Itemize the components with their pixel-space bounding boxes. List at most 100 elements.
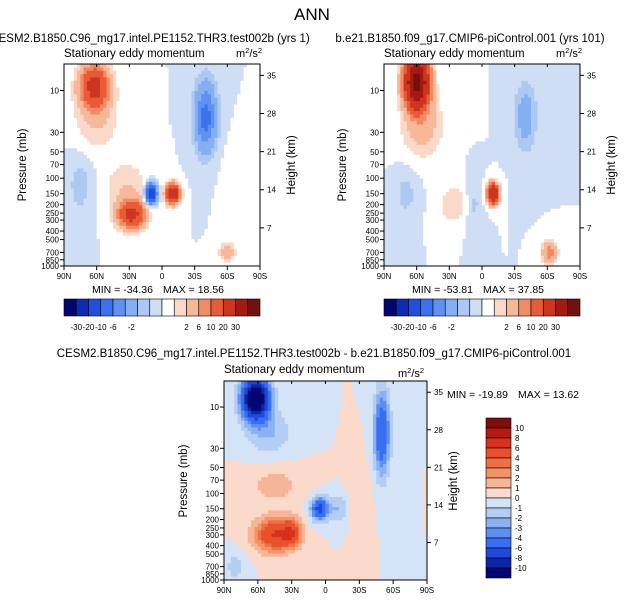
contour-cell xyxy=(126,212,130,216)
contour-cell xyxy=(250,215,254,220)
contour-cell xyxy=(250,138,254,142)
contour-cell xyxy=(511,64,516,68)
contour-cell xyxy=(495,64,499,68)
contour-cell xyxy=(73,80,78,85)
y-tick-label: 150 xyxy=(46,190,60,199)
contour-cell xyxy=(64,148,68,152)
contour-cell xyxy=(256,185,260,189)
contour-cell xyxy=(220,171,225,176)
contour-cell xyxy=(158,249,163,253)
panel-model: CESM2.B1850.C96_mg17.intel.PE1152.THR3.t… xyxy=(0,33,310,332)
contour-cell xyxy=(165,181,169,186)
contour-cell xyxy=(103,117,107,122)
contour-cell xyxy=(547,111,551,115)
contour-cell xyxy=(514,117,519,122)
contour-cell xyxy=(517,117,522,122)
contour-cell xyxy=(93,87,98,92)
contour-cell xyxy=(214,212,218,216)
contour-cell xyxy=(70,158,75,163)
contour-cell xyxy=(250,151,254,156)
contour-cell xyxy=(201,242,205,247)
contour-cell xyxy=(384,74,388,78)
contour-cell xyxy=(86,178,91,183)
panel-control-contour-field xyxy=(384,64,580,266)
contour-cell xyxy=(168,255,173,260)
contour-cell xyxy=(90,175,94,179)
contour-cell xyxy=(246,121,251,125)
contour-cell xyxy=(423,111,427,115)
contour-cell xyxy=(387,124,391,129)
contour-cell xyxy=(482,87,486,92)
contour-cell xyxy=(256,205,260,210)
contour-cell xyxy=(73,64,78,68)
contour-cell xyxy=(214,138,218,142)
contour-cell xyxy=(449,101,453,105)
contour-cell xyxy=(406,74,411,78)
contour-cell xyxy=(132,151,137,156)
contour-cell xyxy=(178,171,182,176)
height-tick-label: 28 xyxy=(267,109,276,118)
contour-cell xyxy=(67,124,71,129)
contour-cell xyxy=(168,215,173,220)
contour-cell xyxy=(90,104,94,109)
panel-model-colorbar: -30 -20 -10 -6 -2 2 6 10 20 30 xyxy=(63,298,261,332)
contour-cell xyxy=(230,121,235,125)
contour-cell xyxy=(544,127,548,132)
contour-cell xyxy=(113,138,117,142)
contour-cell xyxy=(109,165,114,169)
contour-cell xyxy=(103,74,107,78)
contour-cell xyxy=(557,124,561,129)
contour-cell xyxy=(491,90,496,95)
contour-cell xyxy=(220,188,225,193)
contour-cell xyxy=(243,121,248,125)
contour-cell xyxy=(243,84,248,88)
contour-cell xyxy=(237,111,241,115)
contour-cell xyxy=(191,111,196,115)
contour-cell xyxy=(393,84,398,88)
contour-cell xyxy=(139,148,143,152)
contour-cell xyxy=(181,188,186,193)
contour-cell xyxy=(126,114,130,119)
contour-cell xyxy=(256,107,260,112)
contour-cell xyxy=(67,249,71,253)
contour-cell xyxy=(145,148,150,152)
contour-cell xyxy=(119,255,124,260)
contour-cell xyxy=(227,90,231,95)
contour-cell xyxy=(119,87,124,92)
contour-cell xyxy=(501,121,506,125)
contour-cell xyxy=(243,255,248,260)
contour-cell xyxy=(194,255,199,260)
contour-cell xyxy=(243,80,248,85)
contour-cell xyxy=(403,87,408,92)
contour-cell xyxy=(90,181,94,186)
contour-cell xyxy=(514,121,519,125)
contour-cell xyxy=(508,74,512,78)
contour-cell xyxy=(86,175,91,179)
contour-cell xyxy=(67,259,71,264)
contour-cell xyxy=(175,218,179,223)
colorbar-label: -10 xyxy=(95,323,107,332)
contour-cell xyxy=(433,97,437,102)
contour-cell xyxy=(90,262,94,266)
contour-cell xyxy=(132,175,137,179)
contour-cell xyxy=(227,255,231,260)
contour-cell xyxy=(175,175,179,179)
contour-cell xyxy=(384,131,388,136)
contour-cell xyxy=(256,134,260,139)
contour-cell xyxy=(403,121,408,125)
contour-cell xyxy=(103,87,107,92)
contour-cell xyxy=(122,131,127,136)
contour-cell xyxy=(122,114,127,119)
contour-cell xyxy=(155,111,160,115)
contour-cell xyxy=(148,239,153,243)
contour-cell xyxy=(145,84,150,88)
contour-cell xyxy=(246,198,251,203)
contour-cell xyxy=(390,87,395,92)
contour-cell xyxy=(566,64,571,68)
contour-cell xyxy=(142,87,147,92)
contour-cell xyxy=(171,70,176,75)
contour-cell xyxy=(482,77,486,82)
contour-cell xyxy=(410,101,414,105)
contour-cell xyxy=(181,168,186,173)
contour-cell xyxy=(475,114,480,119)
